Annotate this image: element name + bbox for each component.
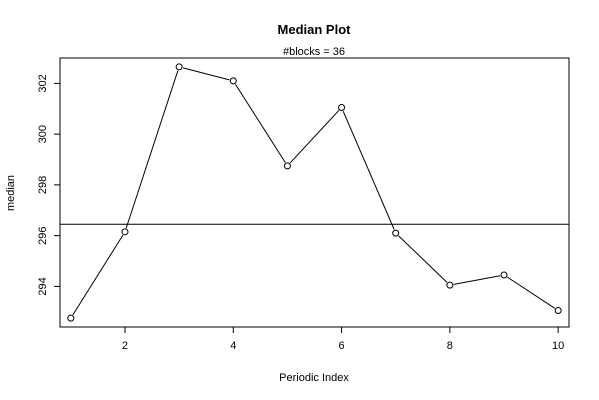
x-axis-label: Periodic Index [279,372,349,384]
chart-subtitle: #blocks = 36 [283,46,345,58]
y-axis: 294 296 298 300 302 [37,74,60,296]
x-tick-label: 4 [230,340,236,352]
y-tick-label: 302 [37,74,49,92]
y-tick-label: 300 [37,125,49,143]
series-line-segment [453,275,501,285]
y-tick-label: 296 [37,226,49,244]
x-tick-label: 6 [339,340,345,352]
series-line-segment [235,83,286,163]
chart-title: Median Plot [278,22,352,37]
x-tick-label: 2 [122,340,128,352]
y-tick-label: 294 [37,277,49,295]
data-point [283,162,291,170]
series-line-segment [182,67,230,81]
plot-frame [59,57,570,328]
y-tick-label: 298 [37,176,49,194]
series-line-segment [72,234,124,315]
data-point [175,63,183,71]
series-line-segment [398,235,448,283]
x-tick-label: 10 [552,340,564,352]
data-point [500,271,508,279]
series-line-segment [289,110,340,164]
data-point [554,307,562,315]
data-point [67,314,75,322]
series-line-segment [507,276,556,309]
y-axis-label: median [5,175,17,211]
data-point [121,228,129,236]
data-point [392,229,400,237]
x-tick-label: 8 [447,340,453,352]
data-point [229,77,237,85]
series-line-segment [125,70,179,229]
series-line-segment [342,110,395,230]
x-axis: 2 4 6 8 10 [122,327,564,352]
series-layer [67,63,562,322]
data-point [446,281,454,289]
data-point [338,103,346,111]
